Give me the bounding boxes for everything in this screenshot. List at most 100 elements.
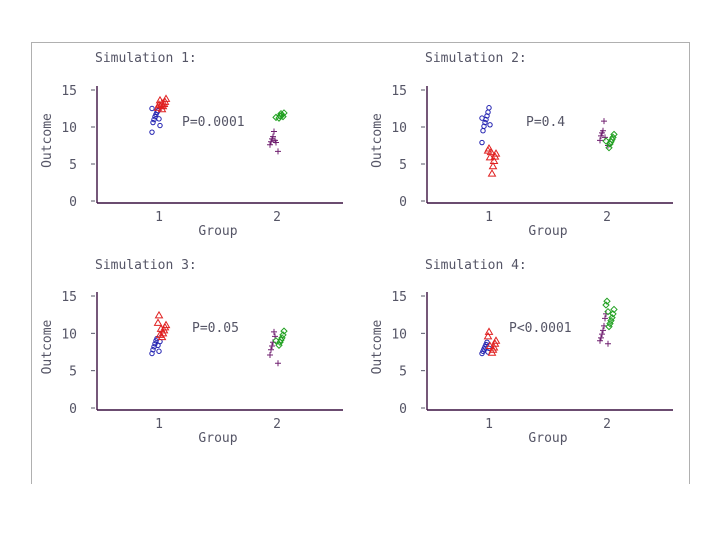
- point-plus: [598, 132, 604, 139]
- point-triangle: [491, 336, 501, 344]
- y-axis-label: Outcome: [370, 319, 385, 374]
- y-tick-label: 10: [61, 121, 77, 136]
- point-plus: [598, 334, 604, 341]
- point-plus: [270, 133, 276, 140]
- point-diamond: [272, 337, 280, 345]
- point-diamond: [606, 319, 614, 328]
- point-triangle: [153, 318, 163, 326]
- x-tick-label: 1: [485, 210, 493, 225]
- point-plus: [603, 310, 609, 317]
- point-triangle: [157, 332, 167, 341]
- point-circle: [157, 122, 163, 129]
- point-diamond: [608, 313, 616, 322]
- point-diamond: [607, 316, 615, 325]
- point-triangle: [156, 324, 166, 332]
- point-circle: [484, 339, 490, 345]
- chart-panel-2: Simulation 2: 0 5 10 15 1 2 Group Outcome P=0.4: [370, 51, 673, 239]
- y-tick-label: 15: [391, 84, 407, 99]
- point-circle: [487, 122, 493, 128]
- point-plus: [599, 331, 605, 338]
- point-diamond: [608, 135, 616, 144]
- point-plus: [275, 360, 281, 367]
- point-diamond: [605, 322, 613, 331]
- chart-panel-3: Simulation 3: 0 5 10 15 1 2 Group Outcome P=0.05: [40, 258, 343, 446]
- x-tick-label: 2: [603, 210, 611, 225]
- x-axis-label: Group: [528, 431, 567, 446]
- figure-frame: [31, 42, 690, 484]
- point-diamond: [277, 336, 285, 344]
- point-plus: [267, 351, 273, 358]
- point-plus: [271, 328, 277, 335]
- chart-panel-4: Simulation 4: 0 5 10 15 1 2 Group Outcome P<0.000…: [370, 258, 673, 446]
- y-tick-label: 10: [391, 121, 407, 136]
- point-plus: [269, 343, 275, 350]
- point-circle: [479, 115, 485, 121]
- x-tick-label: 2: [603, 417, 611, 432]
- point-circle: [149, 129, 155, 135]
- chart-title: Simulation 2:: [425, 51, 527, 66]
- x-tick-label: 1: [155, 210, 163, 225]
- x-tick-label: 1: [485, 417, 493, 432]
- point-triangle: [488, 161, 498, 170]
- y-axis-label: Outcome: [370, 113, 385, 168]
- point-diamond: [602, 301, 610, 309]
- chart-panel-1: Simulation 1: 0 5 10 15 1 2 Group Outcome P=0.000…: [40, 51, 343, 239]
- x-axis-label: Group: [528, 224, 567, 239]
- y-tick-label: 15: [61, 84, 77, 99]
- point-triangle: [484, 327, 494, 335]
- point-plus: [273, 139, 279, 146]
- y-tick-label: 15: [391, 290, 407, 305]
- point-triangle: [487, 169, 497, 177]
- chart-title: Simulation 1:: [95, 51, 197, 66]
- point-diamond: [609, 310, 617, 318]
- point-circle: [152, 341, 158, 347]
- point-plus: [268, 138, 274, 145]
- point-diamond: [279, 331, 287, 339]
- point-plus: [600, 327, 606, 334]
- x-tick-label: 1: [155, 417, 163, 432]
- point-plus: [601, 118, 607, 125]
- point-plus: [275, 148, 281, 155]
- y-tick-label: 0: [69, 195, 77, 210]
- y-axis-label: Outcome: [40, 113, 55, 168]
- point-triangle: [161, 320, 171, 329]
- point-triangle: [486, 147, 496, 156]
- p-value-annotation: P<0.0001: [509, 321, 572, 336]
- point-plus: [602, 315, 608, 322]
- point-circle: [479, 139, 485, 146]
- p-value-annotation: P=0.4: [526, 115, 565, 130]
- point-diamond: [603, 297, 611, 305]
- point-circle: [480, 128, 486, 134]
- y-tick-label: 0: [399, 195, 407, 210]
- y-tick-label: 5: [399, 158, 407, 173]
- point-triangle: [155, 330, 165, 338]
- y-tick-label: 10: [61, 327, 77, 342]
- point-triangle: [484, 143, 494, 152]
- point-diamond: [602, 137, 610, 145]
- point-circle: [486, 105, 492, 111]
- point-plus: [597, 337, 603, 344]
- point-diamond: [272, 113, 280, 122]
- point-plus: [597, 137, 603, 144]
- y-axis-label: Outcome: [40, 319, 55, 374]
- point-triangle: [154, 100, 164, 108]
- point-diamond: [280, 327, 288, 335]
- point-plus: [267, 141, 273, 148]
- y-tick-label: 5: [69, 158, 77, 173]
- point-plus: [268, 346, 274, 353]
- point-triangle: [489, 156, 499, 165]
- y-tick-label: 0: [399, 402, 407, 417]
- point-diamond: [604, 307, 612, 316]
- point-triangle: [154, 310, 164, 319]
- point-circle: [150, 119, 156, 126]
- point-triangle: [161, 94, 171, 102]
- point-diamond: [610, 130, 618, 139]
- point-circle: [482, 119, 488, 126]
- chart-title: Simulation 4:: [425, 258, 527, 273]
- p-value-annotation: P=0.0001: [182, 115, 245, 130]
- point-circle: [150, 347, 156, 353]
- point-plus: [600, 127, 606, 134]
- y-tick-label: 10: [391, 327, 407, 342]
- point-triangle: [491, 149, 501, 157]
- chart-title: Simulation 3:: [95, 258, 197, 273]
